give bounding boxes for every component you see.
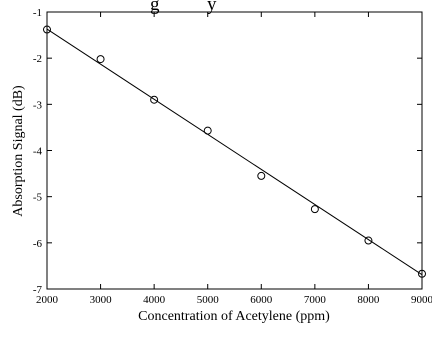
data-point — [96, 55, 105, 64]
y-axis-label: Absorption Signal (dB) — [11, 85, 26, 217]
y-tick-label: -5 — [33, 192, 43, 204]
x-tick-label: 8000 — [357, 294, 380, 306]
plot-frame — [46, 11, 423, 290]
y-tick-label: -7 — [33, 284, 43, 296]
x-axis-ticks: 2000 3000 4000 5000 6000 7000 8000 9000 — [36, 12, 432, 306]
data-points — [43, 25, 426, 278]
x-tick-label: 2000 — [36, 294, 59, 306]
y-tick-label: -3 — [33, 99, 43, 111]
x-tick-label: 3000 — [90, 294, 113, 306]
x-tick-label: 6000 — [250, 294, 273, 306]
data-point — [43, 25, 51, 34]
data-point — [310, 205, 319, 214]
y-axis-ticks: -1 -2 -3 -4 -5 -6 -7 — [33, 7, 422, 296]
x-tick-label: 7000 — [304, 294, 327, 306]
data-point — [257, 171, 266, 180]
x-tick-label: 9000 — [411, 294, 432, 306]
data-point — [418, 269, 426, 278]
y-tick-label: -2 — [33, 53, 42, 65]
y-tick-label: -6 — [33, 238, 43, 250]
x-tick-label: 5000 — [197, 294, 220, 306]
data-point — [150, 95, 159, 104]
data-point — [364, 236, 373, 245]
y-tick-label: -1 — [33, 7, 42, 19]
x-tick-label: 4000 — [143, 294, 166, 306]
fit-line — [46, 28, 423, 276]
x-axis-label: Concentration of Acetylene (ppm) — [138, 309, 330, 324]
chart-title-fragment: g y — [150, 0, 217, 15]
data-point — [203, 126, 212, 135]
y-tick-label: -4 — [33, 146, 43, 158]
